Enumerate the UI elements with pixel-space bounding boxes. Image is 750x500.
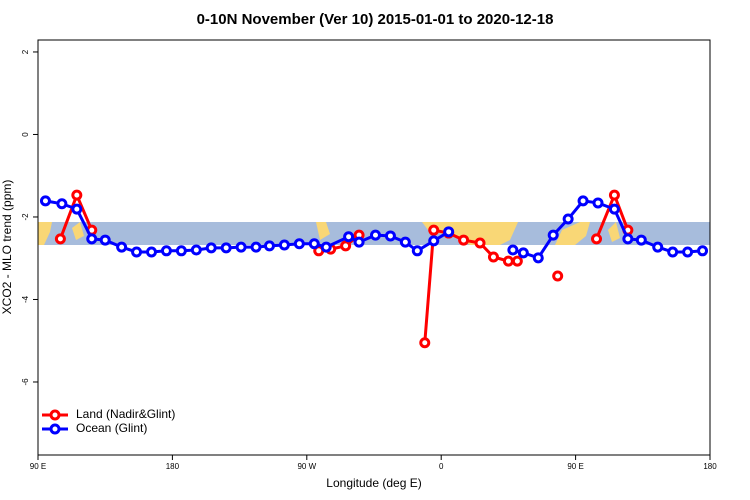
legend-label: Ocean (Glint) (76, 421, 147, 435)
point (443, 226, 455, 238)
point (71, 203, 83, 215)
point (54, 233, 66, 245)
x-tick-label: 180 (166, 462, 180, 471)
point (39, 195, 51, 207)
legend-marker (49, 409, 61, 421)
point (652, 241, 664, 253)
point (99, 234, 111, 246)
y-tick-label: 0 (21, 132, 30, 137)
point (263, 240, 275, 252)
y-tick-label: -2 (21, 213, 30, 221)
x-axis-label: Longitude (deg E) (326, 476, 421, 490)
y-axis-label: XCO2 - MLO trend (ppm) (0, 180, 14, 315)
point (474, 237, 486, 249)
point (369, 229, 381, 241)
point (682, 246, 694, 258)
point (517, 247, 529, 259)
legend-label: Land (Nadir&Glint) (76, 407, 175, 421)
point (622, 233, 634, 245)
point (428, 235, 440, 247)
point (591, 233, 603, 245)
point (343, 231, 355, 243)
land-patch (72, 222, 84, 240)
point (220, 242, 232, 254)
point (175, 245, 187, 257)
point (608, 189, 620, 201)
series (39, 195, 709, 264)
point (308, 238, 320, 250)
point (56, 198, 68, 210)
point (340, 240, 352, 252)
point (160, 245, 172, 257)
point (86, 233, 98, 245)
land-patch (316, 222, 330, 240)
point (131, 246, 143, 258)
x-tick-label: 90 E (567, 462, 583, 471)
point (116, 241, 128, 253)
point (190, 244, 202, 256)
point (145, 246, 157, 258)
y-tick-label: -4 (21, 295, 30, 303)
point (411, 245, 423, 257)
y-tick-label: -6 (21, 378, 30, 386)
point (547, 229, 559, 241)
point (293, 238, 305, 250)
point (532, 252, 544, 264)
point (235, 241, 247, 253)
x-tick-label: 180 (703, 462, 717, 471)
point (458, 234, 470, 246)
point (278, 239, 290, 251)
x-tick-label: 0 (439, 462, 444, 471)
x-tick-label: 90 E (30, 462, 46, 471)
x-tick-label: 90 W (297, 462, 316, 471)
series-line (45, 199, 450, 254)
point (399, 236, 411, 248)
point (487, 251, 499, 263)
legend-marker (49, 423, 61, 435)
plot-frame (37, 39, 711, 456)
chart-title: 0-10N November (Ver 10) 2015-01-01 to 20… (197, 11, 554, 28)
land-patch (608, 222, 620, 242)
point (667, 246, 679, 258)
point (552, 270, 564, 282)
point (502, 255, 514, 267)
point (384, 230, 396, 242)
point (577, 195, 589, 207)
land-patch (555, 222, 590, 245)
point (562, 213, 574, 225)
point (353, 236, 365, 248)
point (635, 234, 647, 246)
point (507, 244, 519, 256)
point (428, 224, 440, 236)
y-tick-label: 2 (21, 49, 30, 54)
point (71, 189, 83, 201)
legend: Land (Nadir&Glint)Ocean (Glint) (42, 407, 175, 435)
land-patch (38, 222, 52, 245)
point (608, 203, 620, 215)
point (511, 255, 523, 267)
point (205, 242, 217, 254)
point (250, 241, 262, 253)
point (592, 197, 604, 209)
point (697, 245, 709, 257)
point (320, 241, 332, 253)
point (419, 337, 431, 349)
